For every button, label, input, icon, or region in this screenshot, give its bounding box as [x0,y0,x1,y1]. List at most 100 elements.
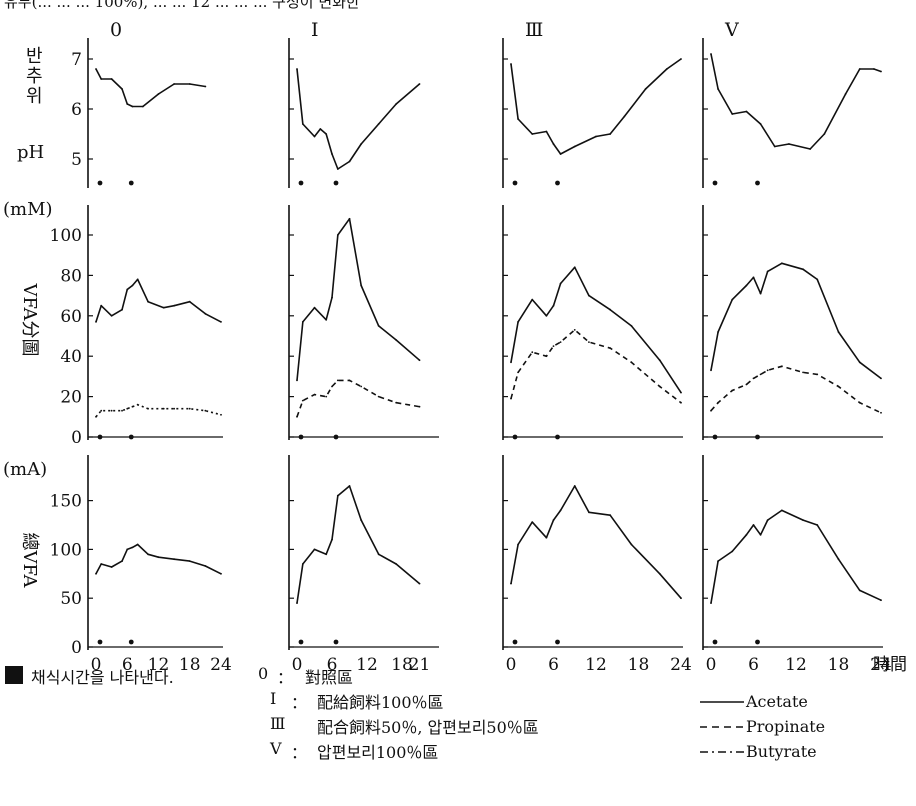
ph-line-point [745,110,748,113]
ph-line-point [552,143,555,145]
ph-line-point [188,83,191,85]
total-vfa-line-point [680,597,682,600]
total-vfa-line-point [717,560,719,562]
total-vfa-line-point [336,494,339,497]
propinate-line-point [348,379,351,382]
ph-line-point [717,88,719,90]
panel-header: Ⅴ [724,19,739,41]
acetate-line-point [360,284,363,287]
propinate-line-point [766,369,769,372]
total-vfa-line-point [360,519,363,521]
total-vfa-line [710,509,882,604]
ph-line-point [348,160,351,163]
y-tick-label: 5 [71,150,82,170]
total-vfa-line-point [204,565,207,567]
ph-line-point [517,118,519,120]
ph-line-point [573,145,576,148]
total-vfa-line-point [745,533,748,536]
acetate-line-point [531,298,534,301]
x-tick-label: 24 [870,655,892,675]
top-caption-fragment: 유무(... ... ... 100%), ... ... 12 ... ...… [4,0,360,11]
x-tick-label: 6 [327,655,338,675]
total-unit-label: (mA) [3,459,47,480]
feeding-time-marker [333,639,339,645]
ph-line [296,68,421,170]
feeding-time-marker [555,180,560,186]
x-tick-label: 12 [356,655,378,675]
ph-line-point [531,133,534,135]
ph-line-point [95,68,97,70]
propinate-line-point [588,341,590,343]
acetate-line-point [588,294,590,297]
note-0-code: 0 [258,664,269,683]
total-vfa-line-point [121,560,123,562]
acetate-line-point [780,262,783,265]
propinate-line-point [313,393,316,396]
feeding-time-marker [333,180,339,186]
ph-line-point [110,78,113,80]
y-tick-label: 7 [71,50,82,70]
feeding-time-marker [512,434,518,440]
total-vfa-line-point [110,566,113,568]
acetate-line-point [745,284,748,287]
propinate-line-point [752,377,755,380]
feeding-time-marker [333,434,339,440]
feeding-time-marker [128,639,134,645]
ph-line-point [510,63,512,65]
ph-line-point [595,135,597,138]
ph-ylabel-char: 반 [26,46,43,67]
ph-line-point [296,68,298,70]
y-tick-label: 20 [60,388,82,408]
x-tick-label: 18 [179,655,201,675]
panel-header: 0 [110,19,122,41]
propinate-line-point [136,403,139,406]
total-vfa-line [95,543,222,575]
marker-note: 채식시간을 나타낸다. [31,668,174,687]
x-tick-label: 24 [670,655,692,675]
propinate-line-point [858,401,861,404]
acetate-line-point [418,359,421,362]
acetate-line-point [204,312,207,315]
acetate-line-point [188,300,191,303]
ph-line-point [623,115,626,118]
line-legend: Acetate Propinate Butyrate [700,690,910,795]
propinate-line-point [573,329,576,331]
propinate-line-point [510,397,512,400]
x-axis-label: 時間 [873,655,907,675]
feeding-time-marker [298,180,304,186]
note-3-sep: ： [291,743,308,762]
panel-0 [87,38,223,650]
propinate-line-point [121,409,123,412]
ph-line-point [121,88,123,90]
acetate-line-point [837,331,840,333]
ph-line-point [204,85,207,88]
acetate-line [95,278,222,323]
acetate-line-point [131,284,134,287]
propinate-line-point [731,389,734,392]
acetate-line-point [331,296,333,299]
acetate-line-point [731,298,734,301]
total-vfa-line-point [377,553,380,556]
x-tick-label: 0 [706,655,717,675]
total-vfa-line-point [147,553,149,556]
ph-ylabel-char: 위 [26,86,43,107]
acetate-line-point [759,292,762,295]
acetate-line-point [121,308,123,311]
propinate-line-point [325,395,328,398]
acetate-line-point [162,306,165,309]
ph-line-point [313,135,316,138]
propinate-line-point [559,341,562,343]
x-tick-label: 12 [585,655,607,675]
feeding-time-marker [755,434,760,440]
total-vfa-line-point [531,521,534,523]
ph-line [710,53,882,150]
acetate-line-point [559,282,562,285]
ph-line-point [336,168,339,170]
feeding-time-marker [555,434,560,440]
total-vfa-line-point [331,538,333,541]
propinate-line-point [780,365,783,368]
acetate-line-point [752,276,755,279]
total-vfa-line-point [802,519,804,521]
propinate-line-point [188,407,191,410]
